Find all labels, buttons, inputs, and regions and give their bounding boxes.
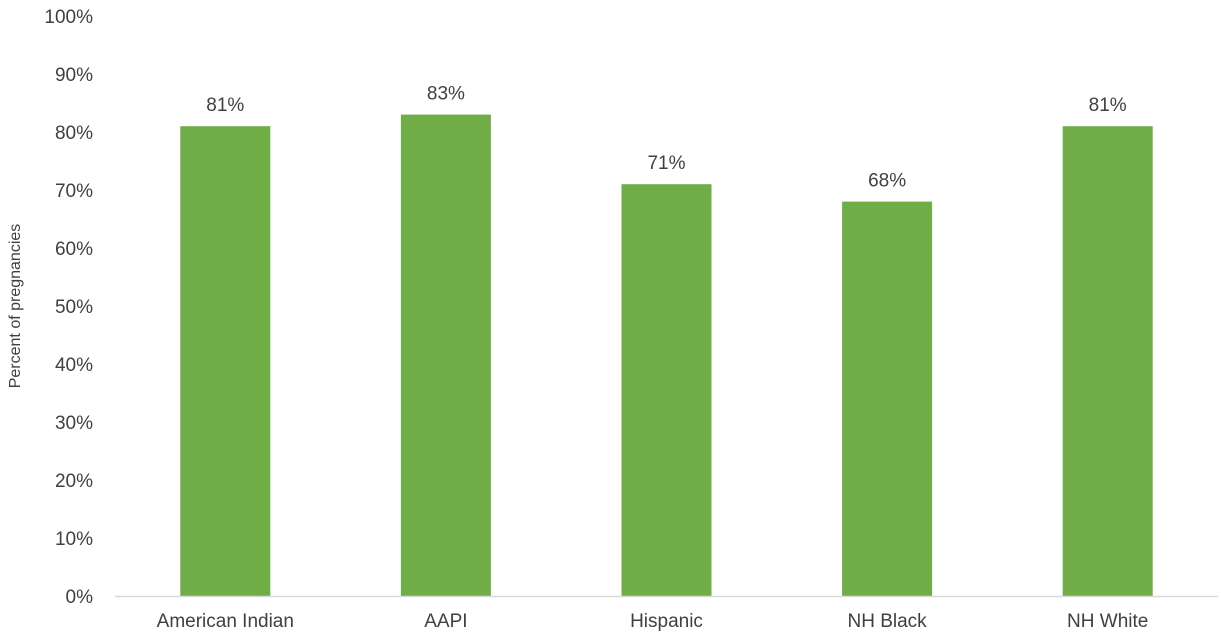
y-axis-title-group: Percent of pregnancies bbox=[7, 224, 24, 389]
y-tick-label: 100% bbox=[44, 7, 93, 28]
bars bbox=[180, 114, 1153, 596]
y-tick-label: 70% bbox=[55, 181, 93, 202]
y-axis-ticks: 0% 10% 20% 30% 40% 50% 60% 70% 80% 90% 100% bbox=[44, 7, 93, 608]
y-tick-label: 50% bbox=[55, 297, 93, 318]
category-label: American Indian bbox=[157, 611, 294, 632]
bar-hispanic bbox=[621, 184, 712, 596]
y-axis-title: Percent of pregnancies bbox=[7, 224, 24, 389]
y-tick-label: 40% bbox=[55, 355, 93, 376]
category-label: NH Black bbox=[848, 611, 928, 632]
data-label: 83% bbox=[427, 84, 465, 105]
category-label: Hispanic bbox=[630, 611, 703, 632]
data-label: 81% bbox=[1089, 95, 1127, 116]
data-label: 81% bbox=[206, 95, 244, 116]
data-label: 71% bbox=[647, 153, 685, 174]
y-tick-label: 80% bbox=[55, 123, 93, 144]
y-tick-label: 60% bbox=[55, 239, 93, 260]
y-tick-label: 20% bbox=[55, 471, 93, 492]
y-tick-label: 0% bbox=[66, 587, 94, 608]
category-label: NH White bbox=[1067, 611, 1148, 632]
bar-nh-white bbox=[1062, 126, 1153, 596]
bar-american-indian bbox=[180, 126, 271, 596]
y-tick-label: 90% bbox=[55, 65, 93, 86]
category-labels: American Indian AAPI Hispanic NH Black NH Wh… bbox=[157, 611, 1149, 632]
bar-aapi bbox=[400, 114, 491, 596]
y-tick-label: 30% bbox=[55, 413, 93, 434]
y-tick-label: 10% bbox=[55, 529, 93, 550]
data-label: 68% bbox=[868, 171, 906, 192]
bar-nh-black bbox=[842, 201, 933, 596]
data-labels: 81% 83% 71% 68% 81% bbox=[206, 84, 1127, 192]
category-label: AAPI bbox=[424, 611, 467, 632]
